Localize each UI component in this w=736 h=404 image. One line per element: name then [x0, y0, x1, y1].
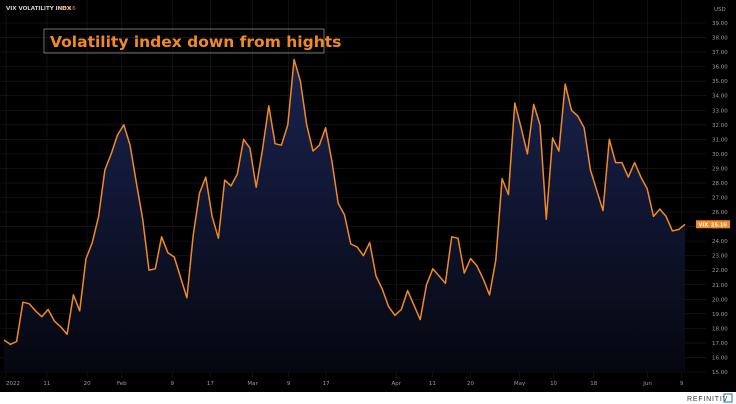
chart-title: Volatility index down from hights [50, 33, 341, 51]
series-line [3, 58, 686, 346]
series-last-value: 25.16 [60, 6, 76, 12]
last-value-tag: VIX 25.16 [696, 220, 730, 229]
x-tick-label: Feb [117, 381, 127, 387]
currency-label: USD [714, 7, 726, 13]
y-tick-label: 27.00 [712, 196, 728, 202]
x-tick-label: May [514, 381, 526, 387]
x-tick-label: Jun [642, 381, 652, 387]
y-tick-label: 17.00 [712, 341, 728, 347]
y-tick-label: 29.00 [712, 166, 728, 172]
y-tick-label: 35.00 [712, 79, 728, 85]
x-tick-label: 9 [287, 381, 291, 387]
x-tick-label: 17 [323, 381, 330, 387]
y-tick-label: 15.00 [712, 370, 728, 376]
title-box [43, 28, 325, 54]
y-tick-label: 37.00 [712, 50, 728, 56]
y-tick-label: 16.00 [712, 355, 728, 361]
x-tick-label: 18 [590, 381, 597, 387]
y-tick-label: 30.00 [712, 152, 728, 158]
y-tick-label: 39.00 [712, 21, 728, 27]
last-value-tag-label: VIX [699, 222, 709, 228]
x-tick-label: 11 [429, 381, 436, 387]
x-tick-label: 17 [207, 381, 214, 387]
y-tick-label: 20.00 [712, 297, 728, 303]
x-tick-label: 10 [550, 381, 557, 387]
series-name-label: VIX VOLATILITY INDX [6, 6, 72, 12]
y-tick-label: 28.00 [712, 181, 728, 187]
y-tick-label: 38.00 [712, 36, 728, 42]
y-tick-label: 19.00 [712, 312, 728, 318]
y-tick-label: 36.00 [712, 65, 728, 71]
y-tick-label: 22.00 [712, 268, 728, 274]
last-value-tag-box [696, 220, 730, 229]
x-tick-label: Apr [391, 381, 401, 387]
x-tick-label: 9 [680, 381, 684, 387]
x-tick-label: 20 [84, 381, 91, 387]
y-tick-label: 32.00 [712, 123, 728, 129]
x-tick-label: 9 [170, 381, 174, 387]
y-tick-label: 33.00 [712, 108, 728, 114]
y-tick-label: 26.00 [712, 210, 728, 216]
x-tick-label: 11 [43, 381, 50, 387]
y-tick-label: 18.00 [712, 326, 728, 332]
x-axis-ticks: 2022 11 20 Feb 9 17 Mar 9 17 Apr 11 20 May 10 18 Jun 9 [6, 381, 684, 387]
brand-strip [0, 392, 736, 404]
x-tick-label: 20 [467, 381, 474, 387]
brand-logo-text: REFINITIV [687, 396, 728, 403]
brand-icon [723, 393, 733, 403]
y-tick-label: 24.00 [712, 239, 728, 245]
x-tick-label: Mar [247, 381, 258, 387]
y-tick-label: 31.00 [712, 137, 728, 143]
y-axis-ticks: 15.00 16.00 17.00 18.00 19.00 20.00 21.00 22.00… [712, 21, 728, 376]
y-tick-label: 21.00 [712, 283, 728, 289]
y-tick-label: 34.00 [712, 94, 728, 100]
x-tick-label: 2022 [6, 381, 20, 387]
y-tick-label: 23.00 [712, 254, 728, 260]
last-value-price-label: 25.16 [711, 222, 727, 228]
